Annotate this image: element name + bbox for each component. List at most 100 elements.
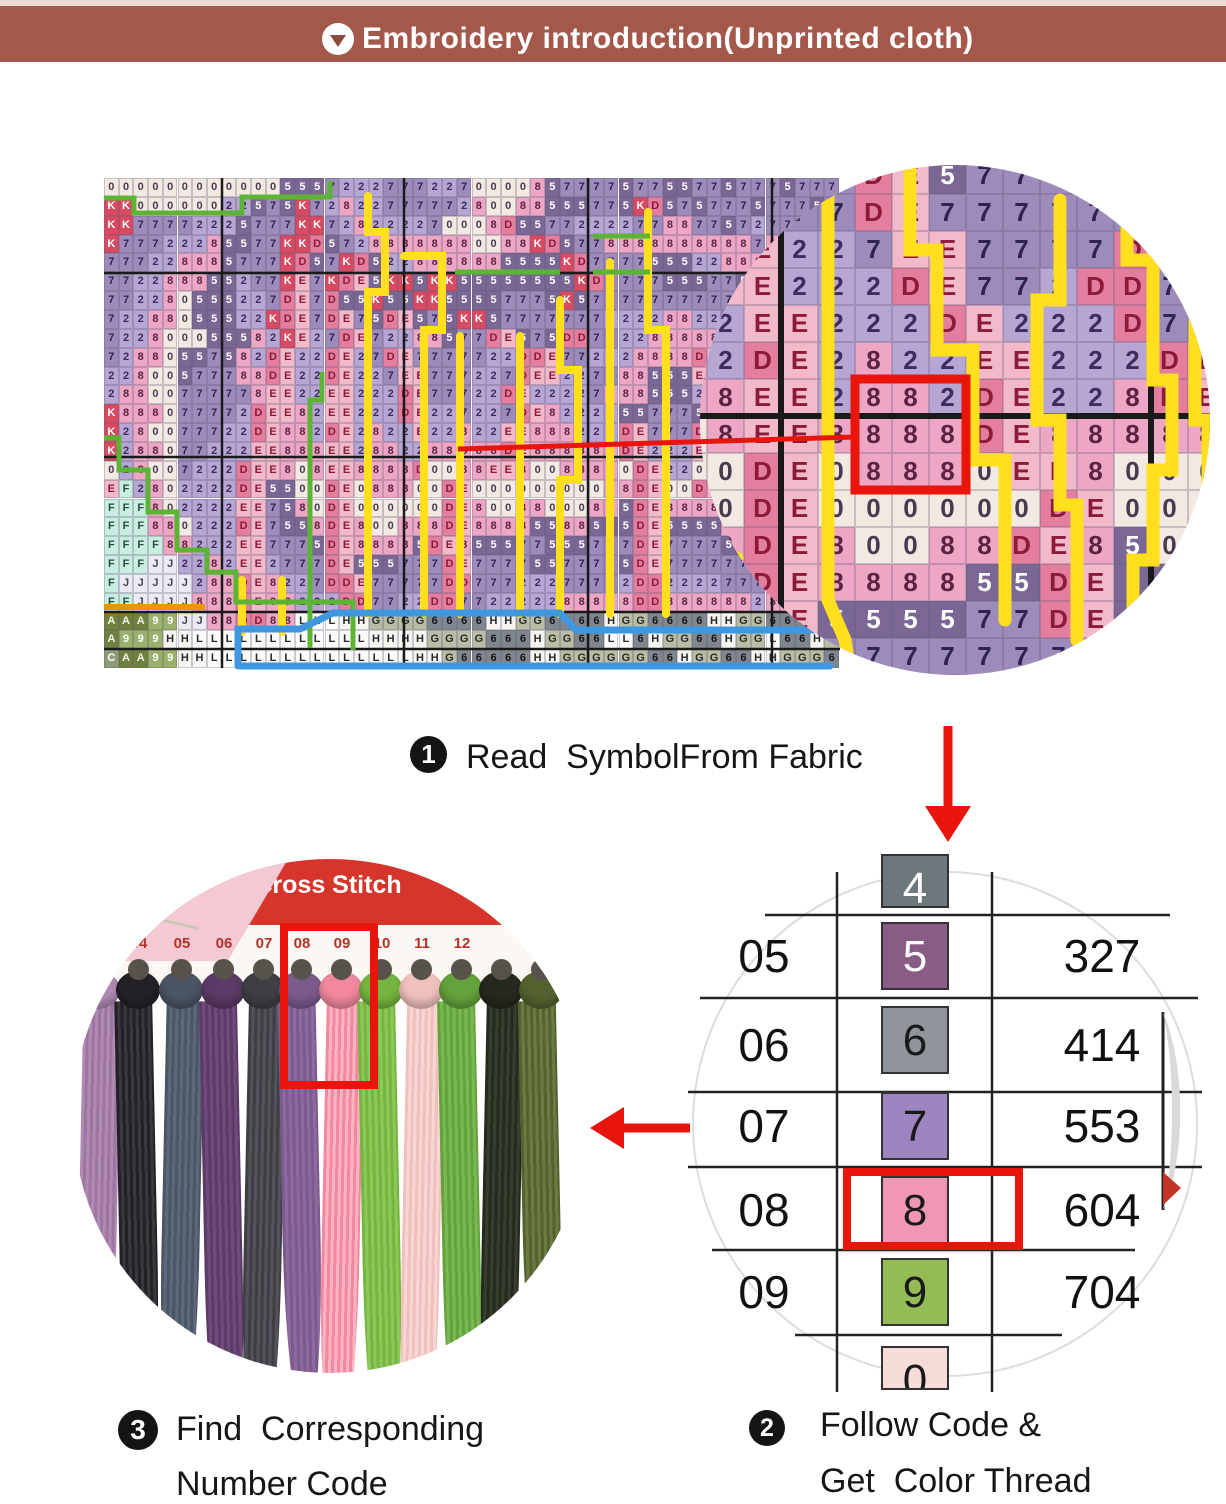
stitch-cell: H	[383, 630, 398, 650]
stitch-cell: F	[104, 517, 119, 537]
stitch-cell: 7	[456, 404, 472, 424]
stitch-cell: 7	[1151, 268, 1188, 305]
stitch-cell: E	[339, 517, 354, 537]
stitch-cell: 2	[118, 366, 134, 386]
stitch-cell: D	[892, 268, 929, 305]
stitch-cell: 2	[206, 479, 222, 499]
stitch-cell: 5	[574, 536, 590, 556]
stitch-cell: 7	[398, 178, 413, 197]
stitch-cell: 0	[368, 517, 384, 537]
stitch-cell: 8	[662, 215, 678, 235]
stitch-cell: 5	[1151, 601, 1188, 638]
stitch-cell: E	[633, 441, 648, 461]
stitch-cell: 7	[700, 638, 707, 675]
stitch-cell: 2	[104, 366, 119, 386]
stitch-cell: D	[412, 460, 428, 480]
stitch-cell: 8	[221, 592, 237, 612]
stitch-cell: 7	[618, 536, 634, 556]
card-hole	[451, 959, 472, 980]
stitch-cell: 5	[633, 404, 648, 424]
stitch-cell: 8	[929, 453, 966, 490]
stitch-cell: 7	[265, 272, 281, 292]
stitch-cell: E	[744, 379, 781, 416]
stitch-cell: E	[1040, 527, 1077, 564]
stitch-cell: 6	[486, 649, 501, 669]
stitch-cell: 8	[236, 366, 251, 386]
stitch-cell: E	[781, 564, 818, 601]
stitch-cell: 7	[515, 536, 531, 556]
stitch-cell: 0	[471, 479, 487, 499]
header-underline	[0, 0, 1226, 6]
stitch-cell: 0	[662, 479, 678, 499]
stitch-cell: F	[118, 555, 134, 574]
stitch-cell: E	[744, 268, 781, 305]
stitch-cell: 0	[1188, 453, 1210, 490]
stitch-cell: 7	[559, 573, 575, 593]
stitch-cell: 8	[589, 498, 604, 518]
stitch-cell: D	[324, 479, 340, 499]
stitch-cell: 5	[309, 536, 325, 556]
stitch-cell: 7	[677, 536, 692, 556]
stitch-cell: 2	[353, 366, 369, 386]
stitch-cell: E	[500, 423, 516, 442]
stitch-cell: D	[324, 555, 340, 574]
stitch-cell: 7	[744, 638, 781, 675]
stitch-cell: 7	[427, 366, 443, 386]
stitch-cell: 7	[309, 573, 325, 593]
stitch-cell: 0	[412, 479, 428, 499]
stitch-cell: E	[1003, 379, 1040, 416]
stitch-cell: E	[1077, 564, 1114, 601]
stitch-cell: 5	[295, 178, 310, 197]
stitch-cell: L	[603, 630, 619, 650]
stitch-cell: 2	[236, 272, 251, 292]
stitch-cell: 5	[700, 564, 707, 601]
stitch-cell: 8	[353, 517, 369, 537]
stitch-cell: 2	[398, 328, 413, 348]
stitch-cell: 5	[545, 178, 560, 197]
stitch-cell: K	[104, 234, 119, 254]
stitch-cell: 2	[892, 305, 929, 342]
stitch-cell: 7	[368, 347, 384, 367]
stitch-cell: 8	[427, 234, 443, 254]
stitch-cell: 8	[339, 196, 354, 216]
stitch-cell: 7	[662, 536, 678, 556]
stitch-cell: 2	[633, 310, 648, 329]
stitch-cell: G	[589, 649, 604, 669]
stitch-cell: E	[892, 194, 929, 231]
stitch-cell: E	[700, 165, 707, 194]
stitch-cell: 5	[412, 272, 428, 292]
stitch-cell: D	[500, 385, 516, 405]
stitch-cell: D	[515, 404, 531, 424]
stitch-cell: 2	[618, 328, 634, 348]
stitch-cell: 0	[162, 328, 178, 348]
stitch-cell: 7	[574, 555, 590, 574]
stitch-cell: 7	[574, 178, 590, 197]
stitch-cell: 8	[456, 234, 472, 254]
stitch-cell: 2	[662, 573, 678, 593]
stitch-cell: 8	[662, 328, 678, 348]
stitch-cell: D	[589, 272, 604, 292]
stitch-cell: A	[104, 611, 119, 631]
stitch-cell: 8	[1114, 379, 1151, 416]
stitch-cell: 2	[818, 342, 855, 379]
stitch-cell: 7	[1188, 231, 1210, 268]
stitch-cell: 2	[192, 573, 207, 593]
stitch-cell: 0	[221, 178, 237, 197]
stitch-cell: E	[647, 536, 663, 556]
stitch-cell: 2	[818, 305, 855, 342]
stitch-cell: 7	[192, 385, 207, 405]
stitch-cell: 0	[192, 196, 207, 216]
stitch-cell: 2	[530, 592, 545, 612]
stitch-cell: D	[353, 253, 369, 273]
stitch-cell: 0	[500, 498, 516, 518]
stitch-cell: D	[1040, 601, 1077, 638]
stitch-cell: 5	[368, 272, 384, 292]
stitch-cell: 7	[966, 601, 1003, 638]
stitch-cell: 8	[133, 347, 149, 367]
stitch-cell: L	[206, 649, 222, 669]
stitch-cell: L	[398, 649, 413, 669]
stitch-cell: 2	[192, 234, 207, 254]
stitch-cell: 7	[1151, 305, 1188, 342]
stitch-cell: 5	[603, 517, 619, 537]
stitch-cell: K	[104, 441, 119, 461]
